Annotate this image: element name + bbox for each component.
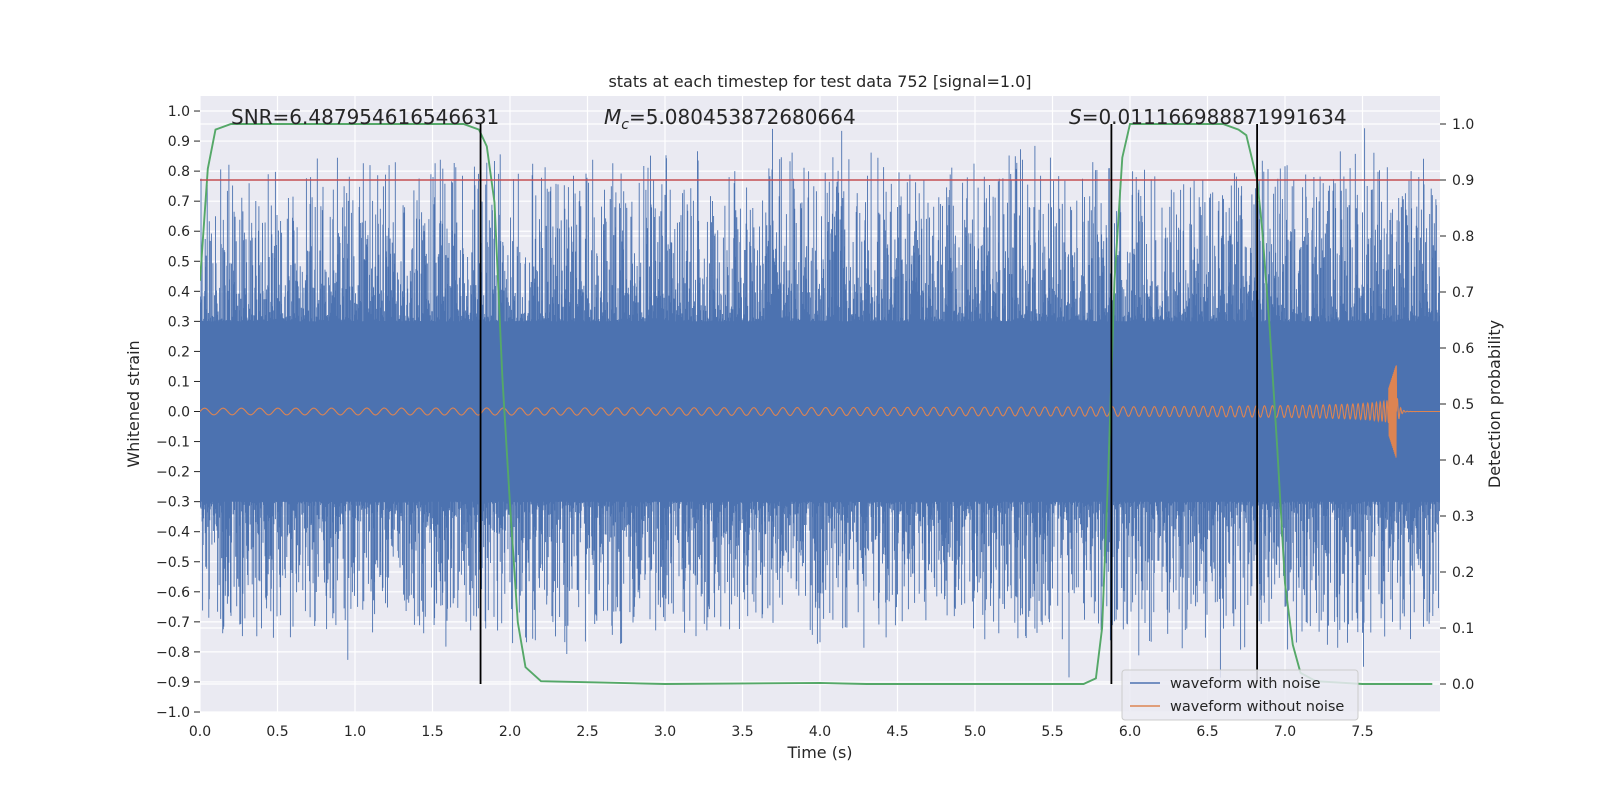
y-tick-label: 0.4 [168, 284, 190, 300]
x-tick-label: 6.0 [1119, 724, 1141, 740]
y-tick-label: −1.0 [156, 705, 190, 721]
chirp-mass-annotation: Mc=5.080453872680664 [604, 105, 856, 133]
chart-title: stats at each timestep for test data 752… [608, 72, 1031, 91]
y-tick-label: −0.2 [156, 465, 190, 481]
reference-lines [200, 124, 1440, 684]
y2-tick-label: 0.6 [1452, 341, 1474, 357]
y-tick-label: 1.0 [168, 104, 190, 120]
y2-tick-label: 0.4 [1452, 453, 1474, 469]
x-tick-label: 3.5 [731, 724, 753, 740]
s-value: =0.011166988871991634 [1082, 105, 1347, 129]
y-tick-label: 0.1 [168, 374, 190, 390]
chirp-mass-value: =5.080453872680664 [629, 105, 856, 129]
y-tick-label: −0.5 [156, 555, 190, 571]
series-detection-probability [200, 123, 1433, 685]
y2-tick-label: 0.2 [1452, 565, 1474, 581]
right-axis-ticks: 1.0 0.9 0.8 0.7 0.6 0.5 0.4 0.3 0.2 0.1 0.0 [1440, 117, 1474, 693]
x-tick-label: 2.0 [499, 724, 521, 740]
x-tick-label: 7.0 [1274, 724, 1296, 740]
series-waveform-without-noise [200, 365, 1440, 458]
snr-annotation: SNR=6.487954616546631 [231, 105, 499, 129]
legend-box [1121, 669, 1359, 721]
y2-tick-label: 0.9 [1452, 173, 1474, 189]
y2-tick-label: 0.7 [1452, 285, 1474, 301]
y-tick-label: 0.5 [168, 254, 190, 270]
y-tick-label: 0.9 [168, 134, 190, 150]
y-tick-label: 0.2 [168, 344, 190, 360]
chirp-mass-symbol: M [604, 105, 621, 129]
s-symbol: S [1069, 105, 1082, 129]
y2-tick-label: 0.5 [1452, 397, 1474, 413]
y2-axis-label: Detection probability [1485, 320, 1504, 488]
y2-tick-label: 0.0 [1452, 677, 1474, 693]
legend-label-noise: waveform with noise [1170, 676, 1321, 692]
x-tick-label: 3.0 [654, 724, 676, 740]
x-tick-label: 7.5 [1351, 724, 1373, 740]
probability-trace [200, 123, 1433, 685]
y-tick-label: −0.3 [156, 495, 190, 511]
chirp-mass-subscript: c [621, 117, 629, 133]
legend: waveform with noise waveform without noi… [1121, 669, 1359, 721]
y-tick-label: 0.0 [168, 405, 190, 421]
y-tick-label: 0.7 [168, 194, 190, 210]
y2-tick-label: 0.8 [1452, 229, 1474, 245]
x-tick-label: 1.0 [344, 724, 366, 740]
x-tick-label: 4.5 [886, 724, 908, 740]
x-tick-label: 4.0 [809, 724, 831, 740]
y-tick-label: −0.6 [156, 585, 190, 601]
y2-tick-label: 1.0 [1452, 117, 1474, 133]
left-axis-ticks: 1.0 0.9 0.8 0.7 0.6 0.5 0.4 0.3 0.2 0.1 0.0 −0.1 −0.… [156, 104, 200, 721]
y-tick-label: −0.9 [156, 675, 190, 691]
s-annotation: S=0.011166988871991634 [1069, 105, 1347, 129]
x-tick-label: 0.0 [189, 724, 211, 740]
y-tick-label: 0.6 [168, 224, 190, 240]
legend-label-clean: waveform without noise [1170, 699, 1344, 715]
plot-area [200, 123, 1440, 685]
chirp-trace [200, 365, 1440, 458]
x-tick-label: 5.0 [964, 724, 986, 740]
y-tick-label: −0.7 [156, 615, 190, 631]
x-tick-label: 2.5 [576, 724, 598, 740]
x-tick-label: 5.5 [1041, 724, 1063, 740]
y-tick-label: 0.3 [168, 314, 190, 330]
x-axis-ticks: 0.0 0.5 1.0 1.5 2.0 2.5 3.0 3.5 4.0 4.5 5.0 5.5 6.0 6… [189, 724, 1374, 740]
x-axis-label: Time (s) [786, 743, 852, 762]
x-tick-label: 1.5 [421, 724, 443, 740]
y-tick-label: −0.8 [156, 645, 190, 661]
y-tick-label: 0.8 [168, 164, 190, 180]
y2-tick-label: 0.1 [1452, 621, 1474, 637]
x-tick-label: 0.5 [266, 724, 288, 740]
y-tick-label: −0.4 [156, 525, 190, 541]
y2-tick-label: 0.3 [1452, 509, 1474, 525]
y-axis-label: Whitened strain [124, 340, 143, 467]
x-tick-label: 6.5 [1196, 724, 1218, 740]
y-tick-label: −0.1 [156, 435, 190, 451]
